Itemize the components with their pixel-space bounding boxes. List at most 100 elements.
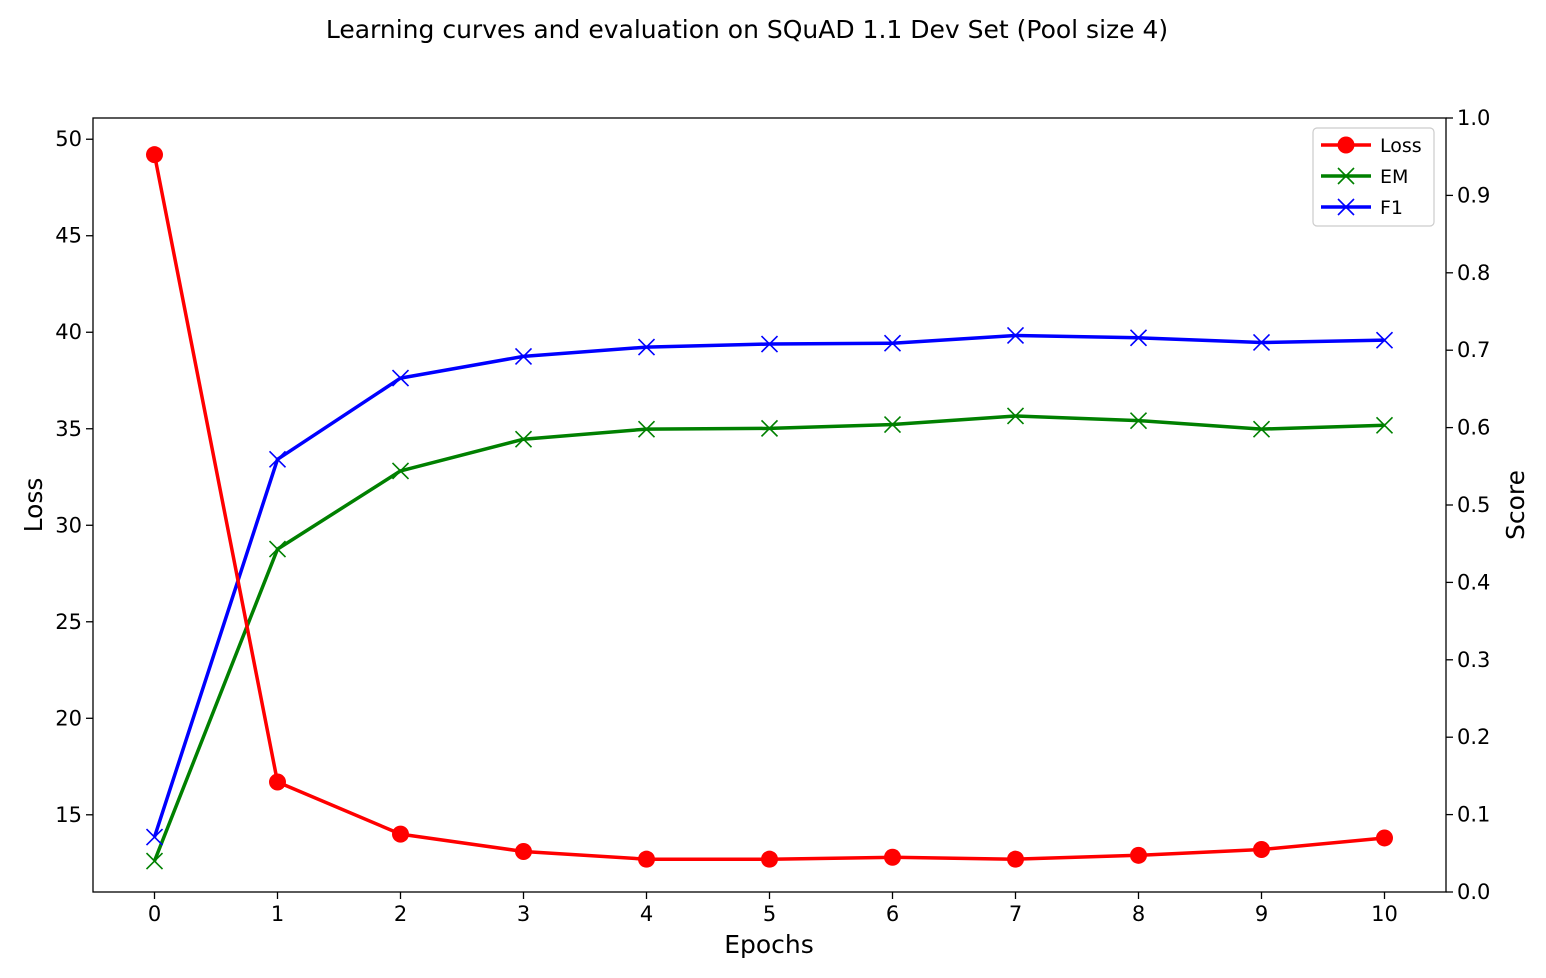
- x-marker-stroke: [883, 334, 902, 352]
- x-tick-label: 0: [148, 902, 161, 926]
- y-tick-label: 20: [55, 706, 82, 730]
- y2-tick-label: 0.7: [1457, 338, 1490, 362]
- x-tick-label: 6: [886, 902, 899, 926]
- series-em: [145, 407, 1394, 870]
- series-loss-point: [269, 773, 286, 791]
- x-marker-stroke: [514, 430, 533, 448]
- x-marker-stroke: [1252, 420, 1271, 438]
- x-marker-stroke: [760, 335, 779, 353]
- series-em-point: [145, 852, 164, 870]
- y-tick-label: 45: [55, 224, 82, 248]
- plot-area-frame: [92, 117, 1447, 893]
- x-marker-stroke: [637, 338, 656, 356]
- x-tick-label: 10: [1371, 902, 1398, 926]
- x-marker-stroke: [1375, 331, 1394, 349]
- series-loss-point: [1130, 846, 1147, 864]
- series-em-point: [1252, 420, 1271, 438]
- x-marker-stroke: [1337, 167, 1355, 185]
- series-loss-point: [1007, 850, 1024, 868]
- y-tick-label: 15: [55, 803, 82, 827]
- y-axis-left: 15 20 25 30 35 40 45 50: [55, 127, 93, 827]
- y2-tick-label: 0.3: [1457, 648, 1490, 672]
- x-marker-stroke: [145, 828, 164, 846]
- series-f1-point: [760, 335, 779, 353]
- legend: Loss EM F1: [1312, 127, 1435, 227]
- series-loss-point: [392, 825, 409, 843]
- x-tick-label: 3: [517, 902, 530, 926]
- x-marker-stroke: [637, 420, 656, 438]
- legend-item-em: EM: [1321, 166, 1408, 188]
- series-loss: [146, 146, 1393, 868]
- chart-title: Learning curves and evaluation on SQuAD …: [326, 15, 1168, 44]
- x-marker-stroke: [1129, 329, 1148, 347]
- legend-swatch-marker: [1337, 167, 1355, 185]
- series-em-point: [1375, 416, 1394, 434]
- series-f1-point: [1375, 331, 1394, 349]
- x-tick-label: 8: [1132, 902, 1145, 926]
- series-f1-point: [1006, 326, 1025, 345]
- series-em-point: [883, 415, 902, 434]
- x-axis: 0 1 2 3 4 5 6 7 8 9 10: [148, 892, 1398, 926]
- series-f1-point: [637, 338, 656, 356]
- series-f1-point: [268, 450, 287, 468]
- series-em-line: [152, 414, 1385, 862]
- y-axis-right: 0.0 0.1 0.2 0.3 0.4 0.5 0.6 0.7 0.8 0.9 1.0: [1446, 106, 1490, 904]
- x-marker-stroke: [1006, 407, 1025, 425]
- series-f1-line: [152, 333, 1385, 838]
- x-marker-stroke: [514, 347, 533, 365]
- series-layer: [145, 146, 1394, 870]
- y2-tick-label: 0.9: [1457, 183, 1490, 207]
- series-em-point: [268, 540, 287, 558]
- series-f1-point: [883, 334, 902, 352]
- legend-label: Loss: [1380, 135, 1422, 157]
- y-axis-left-title: Loss: [19, 478, 48, 533]
- x-tick-label: 4: [640, 902, 653, 926]
- x-tick-label: 1: [271, 902, 284, 926]
- x-marker-stroke: [268, 450, 287, 468]
- series-f1-point: [1252, 333, 1271, 352]
- x-tick-label: 5: [763, 902, 776, 926]
- x-marker-stroke: [268, 540, 287, 558]
- series-loss-point: [1253, 841, 1270, 859]
- y2-tick-label: 0.6: [1457, 416, 1490, 440]
- series-loss-line: [152, 154, 1385, 861]
- series-f1-point: [391, 369, 410, 387]
- y-tick-label: 40: [55, 320, 82, 344]
- legend-label: F1: [1380, 197, 1403, 219]
- series-f1-point: [1129, 329, 1148, 347]
- x-axis-title: Epochs: [724, 930, 814, 959]
- y2-tick-label: 0.1: [1457, 803, 1490, 827]
- legend-item-loss: Loss: [1321, 135, 1422, 157]
- series-em-point: [1129, 412, 1148, 430]
- legend-swatch-marker: [1337, 136, 1355, 154]
- y-tick-label: 25: [55, 610, 82, 634]
- series-f1: [145, 326, 1394, 846]
- series-loss-point: [1376, 829, 1393, 847]
- x-tick-label: 9: [1255, 902, 1268, 926]
- series-em-point: [514, 430, 533, 448]
- y-tick-label: 30: [55, 513, 82, 537]
- series-em-point: [1006, 407, 1025, 425]
- x-marker-stroke: [1006, 326, 1025, 345]
- y-tick-label: 35: [55, 417, 82, 441]
- y-axis-right-title: Score: [1501, 470, 1530, 540]
- x-marker-stroke: [1252, 333, 1271, 352]
- series-loss-point: [515, 842, 532, 860]
- y2-tick-label: 0.8: [1457, 261, 1490, 285]
- y2-tick-label: 0.5: [1457, 493, 1490, 517]
- series-em-point: [760, 419, 779, 437]
- series-f1-point: [514, 347, 533, 365]
- legend-item-f1: F1: [1321, 197, 1403, 219]
- x-marker-stroke: [391, 462, 410, 480]
- series-loss-point: [761, 850, 778, 868]
- x-marker-stroke: [1337, 198, 1355, 216]
- x-marker-stroke: [1375, 416, 1394, 434]
- series-em-point: [391, 462, 410, 480]
- y2-tick-label: 0.2: [1457, 725, 1490, 749]
- series-loss-point: [146, 146, 163, 164]
- x-marker-stroke: [391, 369, 410, 387]
- x-marker-stroke: [145, 852, 164, 870]
- legend-swatch-marker: [1337, 198, 1355, 216]
- x-marker-stroke: [760, 419, 779, 437]
